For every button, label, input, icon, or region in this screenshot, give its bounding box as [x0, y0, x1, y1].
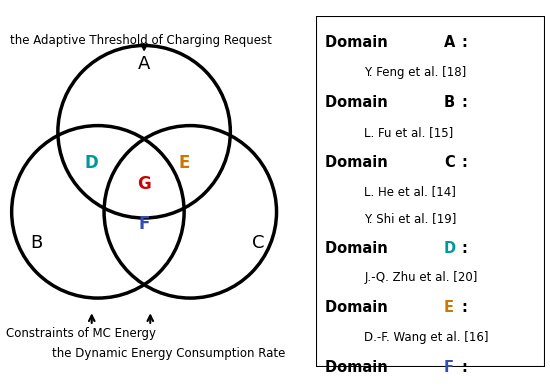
Text: D: D: [444, 241, 456, 255]
Text: Domain: Domain: [326, 35, 393, 50]
Text: Y. Shi et al. [19]: Y. Shi et al. [19]: [364, 212, 456, 225]
Text: Y. Feng et al. [18]: Y. Feng et al. [18]: [364, 66, 466, 79]
Text: L. Fu et al. [15]: L. Fu et al. [15]: [364, 126, 453, 139]
Text: Domain: Domain: [326, 360, 393, 375]
Text: D.-F. Wang et al. [16]: D.-F. Wang et al. [16]: [364, 331, 489, 344]
Text: :: :: [461, 360, 467, 375]
Text: F: F: [139, 215, 150, 233]
Text: :: :: [461, 241, 467, 255]
Text: A: A: [138, 55, 150, 73]
Text: :: :: [461, 300, 467, 315]
Text: Domain: Domain: [326, 241, 393, 255]
Text: C: C: [252, 234, 265, 252]
Text: G: G: [138, 175, 151, 193]
Text: :: :: [461, 155, 467, 170]
Text: Domain: Domain: [326, 95, 393, 110]
Text: C: C: [444, 155, 455, 170]
Text: :: :: [461, 35, 467, 50]
Text: :: :: [461, 95, 467, 110]
Text: E: E: [444, 300, 454, 315]
Text: L. He et al. [14]: L. He et al. [14]: [364, 186, 456, 199]
Text: Domain: Domain: [326, 300, 393, 315]
Text: the Adaptive Threshold of Charging Request: the Adaptive Threshold of Charging Reque…: [10, 34, 272, 48]
Text: Constraints of MC Energy: Constraints of MC Energy: [6, 327, 156, 340]
Text: A: A: [444, 35, 455, 50]
Text: D: D: [85, 154, 98, 172]
Text: J.-Q. Zhu et al. [20]: J.-Q. Zhu et al. [20]: [364, 271, 477, 284]
Text: Domain: Domain: [326, 155, 393, 170]
Text: E: E: [178, 154, 190, 172]
Text: B: B: [444, 95, 455, 110]
Text: the Dynamic Energy Consumption Rate: the Dynamic Energy Consumption Rate: [52, 347, 285, 360]
Text: B: B: [30, 234, 42, 252]
Text: F: F: [444, 360, 454, 375]
